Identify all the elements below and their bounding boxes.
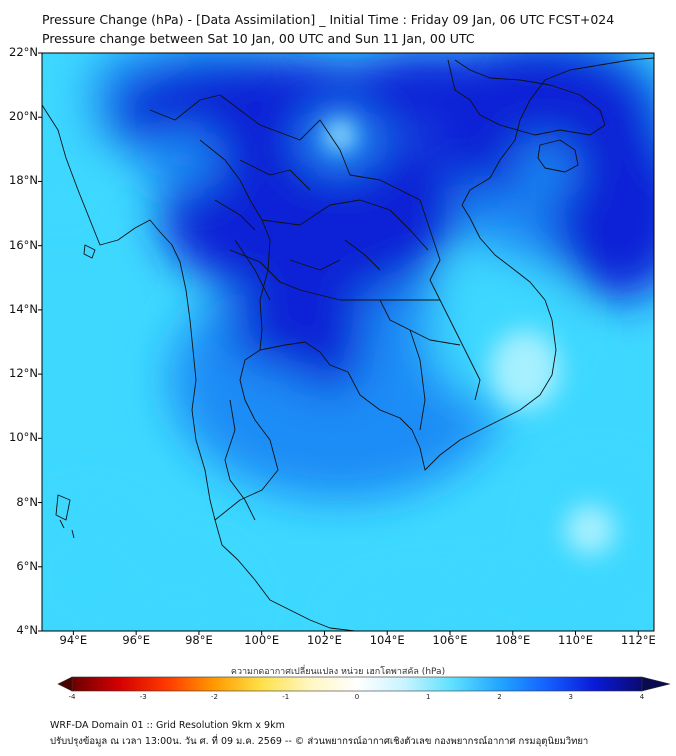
colorbar-tick-label: 1 xyxy=(426,693,431,701)
lon-label: 100°E xyxy=(244,633,280,647)
lon-label: 94°E xyxy=(59,633,88,647)
lat-label: 18°N xyxy=(9,173,38,188)
lon-label: 96°E xyxy=(122,633,150,647)
lon-label: 112°E xyxy=(620,633,656,647)
lat-label: 10°N xyxy=(9,430,38,445)
map-frame xyxy=(41,52,655,632)
lon-label: 108°E xyxy=(495,633,531,647)
lat-label: 12°N xyxy=(9,366,38,381)
lat-label: 22°N xyxy=(9,45,38,59)
lat-label: 8°N xyxy=(16,494,38,509)
lon-label: 98°E xyxy=(185,633,213,647)
lon-label: 110°E xyxy=(558,633,594,647)
lat-label: 4°N xyxy=(16,623,38,637)
map-title: Pressure Change (hPa) - [Data Assimilati… xyxy=(42,12,615,27)
colorbar-tick-label: 3 xyxy=(568,693,573,701)
colorbar-tick-label: -3 xyxy=(139,693,147,701)
lon-label: 102°E xyxy=(306,633,342,647)
lat-label: 14°N xyxy=(9,301,38,316)
axis-ticks xyxy=(38,52,639,635)
lat-label: 20°N xyxy=(9,109,38,124)
colorbar-tick-label: -4 xyxy=(68,693,76,701)
lat-label: 16°N xyxy=(9,237,38,252)
footer-update-credit: ปรับปรุงข้อมูล ณ เวลา 13:00น. วัน ศ. ที่… xyxy=(50,736,589,747)
colorbar-tick-label: -1 xyxy=(282,693,290,701)
lon-label: 104°E xyxy=(369,633,405,647)
colorbar-tick-label: -2 xyxy=(211,693,218,701)
footer-domain-info: WRF-DA Domain 01 :: Grid Resolution 9km … xyxy=(50,720,285,731)
colorbar-tick-label: 4 xyxy=(639,693,645,701)
colorbar-tick-label: 0 xyxy=(354,693,360,701)
lat-label: 6°N xyxy=(16,558,38,573)
lon-label: 106°E xyxy=(432,633,468,647)
colorbar xyxy=(57,676,671,692)
map-subtitle: Pressure change between Sat 10 Jan, 00 U… xyxy=(42,31,475,46)
colorbar-tick-label: 2 xyxy=(497,693,502,701)
colorbar-label: ความกดอากาศเปลี่ยนแปลง หน่วย เฮกโตพาสคัล… xyxy=(230,667,446,677)
pressure-field xyxy=(42,53,654,631)
coastlines-borders xyxy=(42,57,654,631)
